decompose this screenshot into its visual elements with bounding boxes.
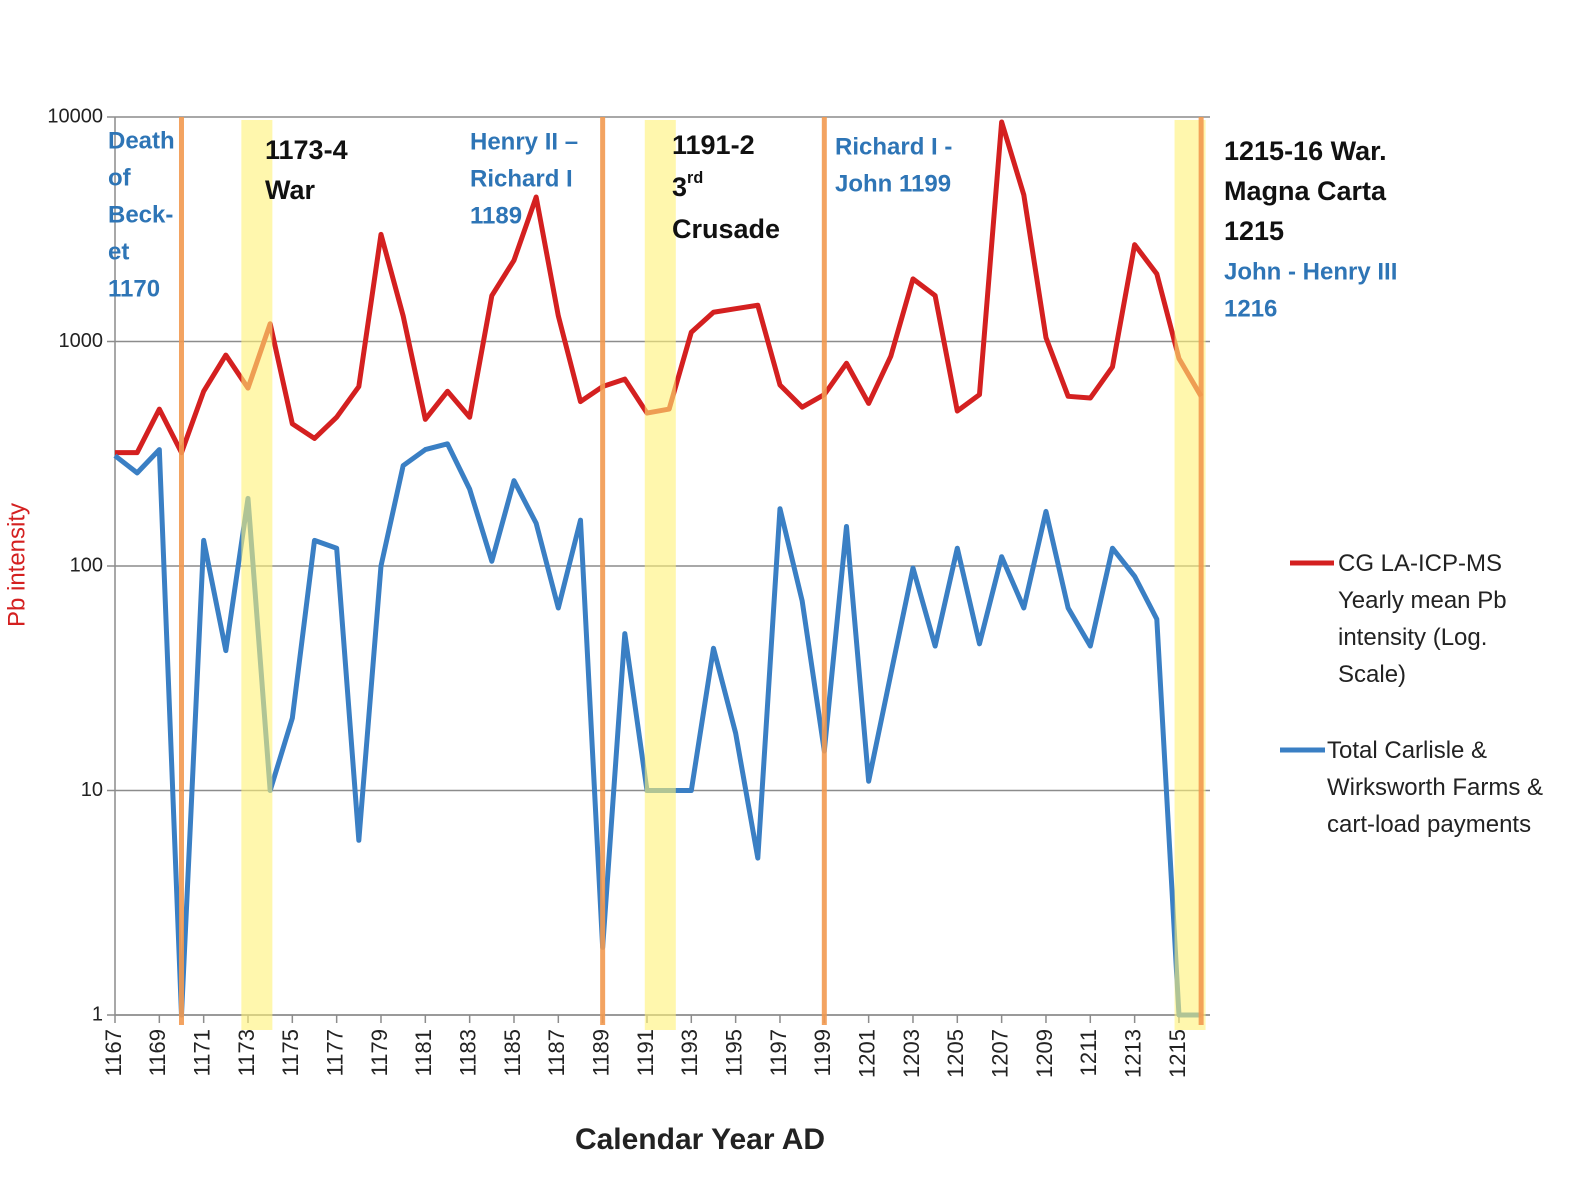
annotation: 1170 xyxy=(108,275,160,302)
x-tick-label: 1215 xyxy=(1165,1029,1190,1078)
annotation: Beck- xyxy=(108,201,173,228)
x-tick-label: 1205 xyxy=(943,1029,968,1078)
annotation: John 1199 xyxy=(835,170,951,197)
x-tick-label: 1167 xyxy=(101,1029,126,1076)
y-tick-label: 1 xyxy=(92,1003,103,1025)
x-axis-title: Calendar Year AD xyxy=(575,1123,825,1156)
annotation: Henry II – xyxy=(470,128,578,155)
annotation: 1173-4 xyxy=(265,135,348,165)
annotation: 1215-16 War. xyxy=(1224,136,1387,166)
annotation: 1216 xyxy=(1224,295,1277,322)
annotation: 1215 xyxy=(1224,216,1284,246)
annotation: Death xyxy=(108,127,175,154)
x-tick-label: 1177 xyxy=(322,1029,347,1076)
annotation: John - Henry III xyxy=(1224,258,1397,285)
x-tick-label: 1203 xyxy=(899,1029,924,1078)
annotation: Richard I xyxy=(470,165,573,192)
y-tick-label: 10 xyxy=(81,779,103,801)
annotation-sup: rd xyxy=(687,169,703,187)
x-tick-label: 1195 xyxy=(721,1029,746,1076)
y-tick-label: 1000 xyxy=(59,330,104,352)
x-tick-label: 1193 xyxy=(677,1029,702,1076)
x-tick-label: 1209 xyxy=(1032,1029,1057,1078)
annotation: War xyxy=(265,175,315,205)
x-tick-label: 1181 xyxy=(411,1029,436,1076)
x-tick-label: 1185 xyxy=(500,1029,525,1076)
y-axis-title: Pb intensity xyxy=(3,503,30,627)
y-tick-label: 10000 xyxy=(47,105,103,127)
annotation: 3rd xyxy=(672,169,703,202)
x-tick-label: 1173 xyxy=(234,1029,259,1076)
legend-label: CG LA-ICP-MS Yearly mean Pb intensity (L… xyxy=(1338,550,1507,688)
x-tick-label: 1175 xyxy=(278,1029,303,1076)
x-tick-label: 1213 xyxy=(1120,1029,1145,1078)
annotation-base: 3 xyxy=(672,172,687,202)
legend-label: Total Carlisle & Wirksworth Farms & cart… xyxy=(1327,737,1543,838)
annotation: Magna Carta xyxy=(1224,176,1387,206)
annotation: of xyxy=(108,164,132,191)
x-tick-label: 1201 xyxy=(854,1029,879,1078)
y-tick-label: 100 xyxy=(70,554,103,576)
annotation: Crusade xyxy=(672,214,780,244)
x-tick-label: 1199 xyxy=(810,1029,835,1076)
x-tick-label: 1207 xyxy=(987,1029,1012,1078)
annotation: Richard I - xyxy=(835,133,952,160)
x-tick-label: 1179 xyxy=(367,1029,392,1076)
annotation: 1189 xyxy=(470,202,522,229)
x-tick-label: 1191 xyxy=(633,1029,658,1076)
x-tick-label: 1187 xyxy=(544,1029,569,1076)
annotation: 1191-2 xyxy=(672,130,755,160)
x-tick-label: 1197 xyxy=(766,1029,791,1076)
x-tick-label: 1189 xyxy=(588,1029,613,1076)
annotation: et xyxy=(108,238,129,265)
x-tick-label: 1183 xyxy=(455,1029,480,1076)
x-tick-label: 1211 xyxy=(1076,1029,1101,1076)
x-tick-label: 1171 xyxy=(189,1029,214,1076)
highlight-band xyxy=(241,120,273,1030)
highlight-band xyxy=(644,120,676,1030)
x-tick-label: 1169 xyxy=(145,1029,170,1076)
